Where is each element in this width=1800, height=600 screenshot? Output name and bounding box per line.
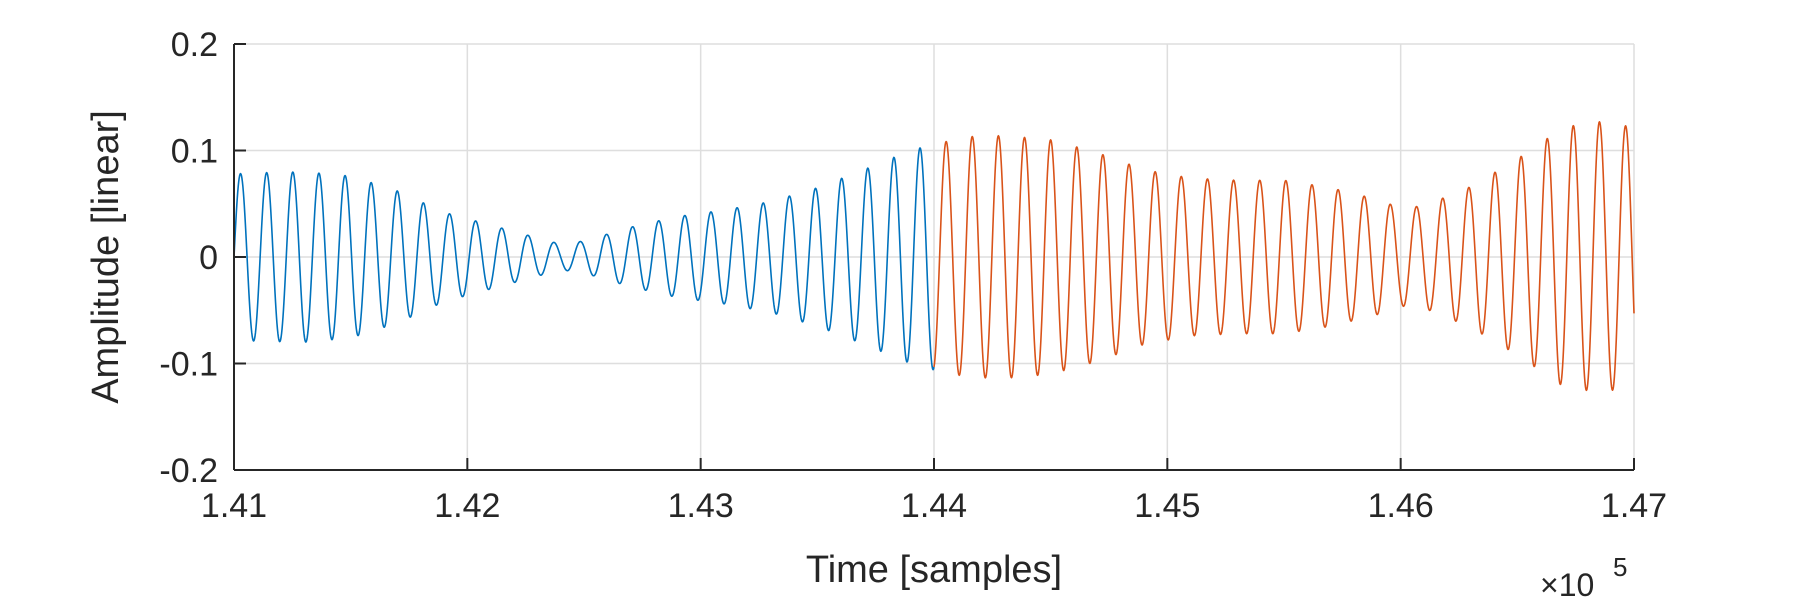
y-tick-label: -0.1: [159, 346, 218, 384]
y-tick-label: 0: [199, 239, 218, 277]
y-tick-label: 0.2: [171, 26, 218, 64]
x-tick-label: 1.41: [201, 487, 267, 525]
series-line-2: [933, 121, 1635, 392]
y-axis-title: Amplitude [linear]: [85, 110, 127, 404]
x-tick-label: 1.42: [434, 487, 500, 525]
x-tick-label: 1.47: [1601, 487, 1667, 525]
x-exponent-power: 5: [1613, 552, 1627, 582]
x-tick-label: 1.46: [1368, 487, 1434, 525]
x-tick-label: 1.44: [901, 487, 967, 525]
x-axis-title: Time [samples]: [806, 549, 1062, 591]
x-exponent-label: ×10: [1540, 567, 1594, 600]
x-tick-label: 1.45: [1134, 487, 1200, 525]
x-tick-label: 1.43: [668, 487, 734, 525]
series-line-1: [233, 147, 935, 371]
y-tick-label: 0.1: [171, 133, 218, 171]
tick-labels: 1.41 1.42 1.43 1.44 1.45 1.46 1.47 -0.2 -0.1 0 0.1…: [159, 26, 1667, 525]
series-group: [233, 121, 1635, 392]
tick-marks: [233, 43, 1635, 471]
y-tick-label: -0.2: [159, 452, 218, 490]
